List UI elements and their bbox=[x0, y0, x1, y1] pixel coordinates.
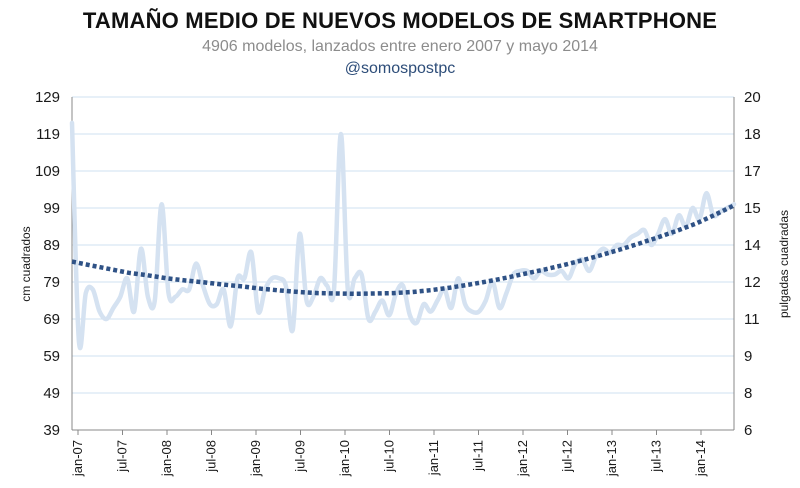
y-tick-label: 99 bbox=[43, 200, 60, 217]
chart-credit: @somospostpc bbox=[344, 60, 456, 77]
x-tick-label: jan-11 bbox=[426, 440, 441, 476]
x-tick-label: jul-10 bbox=[382, 440, 397, 473]
y2-tick-label: 11 bbox=[744, 311, 760, 328]
y2-tick-label: 17 bbox=[744, 163, 761, 180]
x-tick-label: jul-08 bbox=[204, 440, 219, 473]
x-tick-label: jul-11 bbox=[471, 440, 486, 472]
x-tick-label: jan-07 bbox=[70, 440, 85, 477]
y-tick-label: 129 bbox=[35, 89, 60, 106]
y2-tick-label: 8 bbox=[744, 385, 752, 402]
y-axis-title: cm cuadrados bbox=[19, 226, 33, 301]
series-trend-line bbox=[71, 203, 735, 297]
x-tick-label: jul-07 bbox=[115, 440, 130, 473]
x-tick-label: jan-09 bbox=[248, 440, 263, 477]
y2-tick-label: 9 bbox=[744, 348, 752, 365]
chart-title: TAMAÑO MEDIO DE NUEVOS MODELOS DE SMARTP… bbox=[82, 8, 718, 33]
x-tick-label: jul-12 bbox=[560, 440, 575, 473]
x-tick-label: jan-10 bbox=[337, 440, 352, 477]
y2-tick-label: 20 bbox=[744, 89, 761, 106]
y-tick-label: 69 bbox=[43, 311, 60, 328]
x-tick-label: jul-09 bbox=[293, 440, 308, 473]
series-monthly-average-line bbox=[69, 120, 737, 351]
x-tick-label: jan-13 bbox=[604, 440, 619, 477]
y2-axis-ticks: 20 18 17 15 14 12 11 9 8 6 bbox=[744, 89, 761, 439]
series-lines bbox=[69, 120, 737, 351]
x-tick-label: jan-14 bbox=[693, 440, 708, 477]
y-tick-label: 89 bbox=[43, 237, 60, 254]
y-tick-label: 39 bbox=[43, 422, 60, 439]
x-axis-ticks: jan-07 jul-07 jan-08 jul-08 jan-09 jul-09 jan-… bbox=[70, 430, 708, 477]
y2-tick-label: 6 bbox=[744, 422, 752, 439]
y-tick-label: 59 bbox=[43, 348, 60, 365]
y-tick-label: 79 bbox=[43, 274, 60, 291]
y-tick-label: 49 bbox=[43, 385, 60, 402]
y2-tick-label: 14 bbox=[744, 237, 761, 254]
y-tick-label: 109 bbox=[35, 163, 60, 180]
y2-tick-label: 12 bbox=[744, 274, 761, 291]
y2-tick-label: 15 bbox=[744, 200, 761, 217]
x-tick-label: jul-13 bbox=[649, 440, 664, 473]
x-tick-label: jan-08 bbox=[159, 440, 174, 477]
x-tick-label: jan-12 bbox=[515, 440, 530, 477]
y2-tick-label: 18 bbox=[744, 126, 761, 143]
y-axis-ticks: 129 119 109 99 89 79 69 59 49 39 bbox=[35, 89, 60, 439]
chart-subtitle: 4906 modelos, lanzados entre enero 2007 … bbox=[202, 38, 598, 55]
y2-axis-title: pulgadas cuadradas bbox=[777, 210, 791, 318]
y-tick-label: 119 bbox=[36, 126, 60, 143]
